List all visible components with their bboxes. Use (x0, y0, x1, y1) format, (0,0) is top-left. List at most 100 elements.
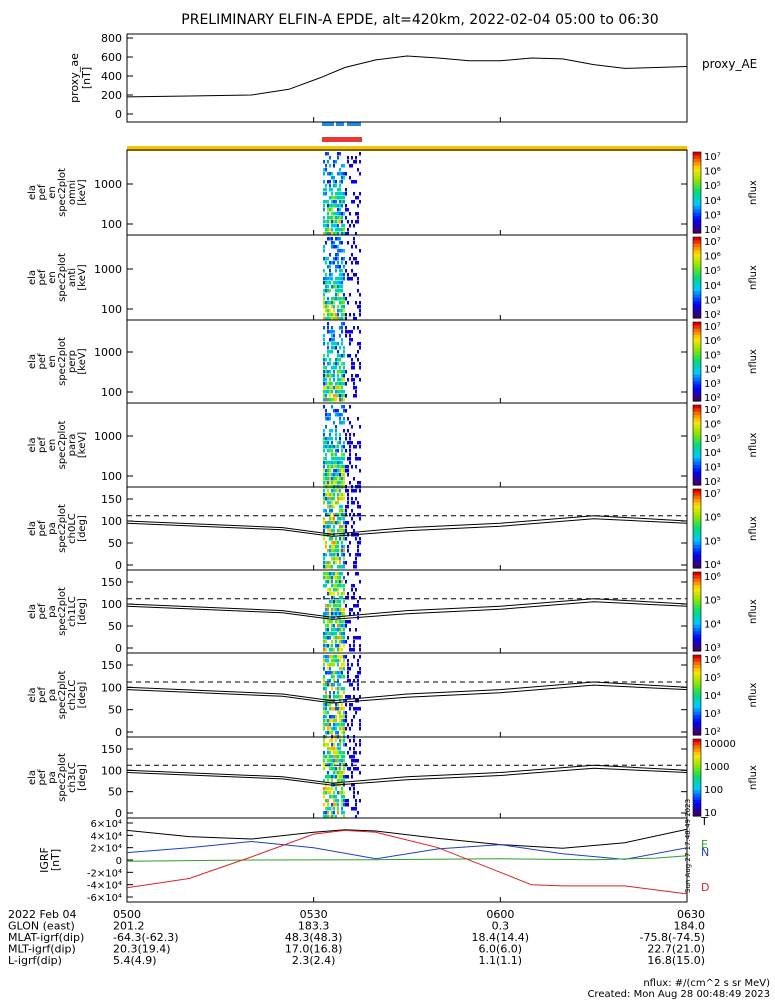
spectrogram-cell (337, 481, 339, 485)
spectrogram-cell (337, 477, 339, 481)
spectrogram-cell (327, 224, 329, 228)
spectrogram-cell (339, 289, 341, 293)
spectrogram-cell (327, 374, 329, 378)
spectrogram-cell (357, 342, 359, 346)
colorbar-swatch (693, 783, 701, 788)
colorbar-frame (692, 571, 702, 652)
spectrogram-cell (323, 277, 325, 281)
spectrogram-cell (333, 164, 335, 168)
colorbar-swatch (693, 598, 701, 603)
spectrogram-cell (333, 791, 335, 795)
spectrogram-cell (341, 695, 343, 699)
spectrogram-cell (323, 390, 325, 394)
spectrogram-cell (355, 751, 357, 755)
spectrogram-cell (325, 699, 327, 703)
spectrogram-cell (327, 815, 329, 819)
spectrogram-cell (329, 473, 331, 477)
spectrogram-cell (341, 180, 343, 184)
spectrogram-cell (323, 172, 325, 176)
spectrogram-cell (343, 545, 345, 549)
science-zone-bar (322, 122, 334, 126)
spectrogram-cell (327, 465, 329, 469)
spectrogram-cell (331, 655, 333, 659)
spectrogram-cell (341, 421, 343, 425)
spectrogram-cell (357, 707, 359, 711)
colorbar-swatch (693, 364, 701, 369)
spectrogram-cell (327, 723, 329, 727)
ylabel-line-ch1: ela (27, 604, 38, 619)
spectrogram-cell (327, 771, 329, 775)
spectrogram-cell (341, 608, 343, 612)
spectrogram-cell (343, 249, 345, 253)
spectrogram-cell (337, 799, 339, 803)
spectrogram-cell (329, 533, 331, 537)
colorbar-swatch (693, 661, 701, 666)
spectrogram-cell (331, 719, 333, 723)
line-series (126, 55, 688, 895)
colorbar-swatch (693, 701, 701, 706)
spectrogram-cell (343, 465, 345, 469)
bfield-series-d (126, 829, 688, 895)
panel-frame-anti (126, 234, 688, 321)
spectrogram-cell (333, 679, 335, 683)
spectrogram-cell (347, 378, 349, 382)
spectrogram-cell (335, 449, 337, 453)
colorbar-label: nflux (748, 349, 759, 374)
spectrogram-cell (329, 417, 331, 421)
colorbar-swatch (693, 554, 701, 559)
spectrogram-cell (337, 265, 339, 269)
spectrogram-cell (327, 703, 329, 707)
colorbar-label: nflux (748, 599, 759, 624)
spectrogram-cell (331, 596, 333, 600)
spectrogram-cell (327, 445, 329, 449)
spectrogram-cell (331, 200, 333, 204)
spectrogram-cell (353, 257, 355, 261)
spectrogram-cell (325, 417, 327, 421)
colorbar-swatch (693, 515, 701, 520)
spectrogram-cell (335, 192, 337, 196)
spectrogram-cell (351, 608, 353, 612)
spectrogram-cell (339, 628, 341, 632)
spectrogram-cell (331, 208, 333, 212)
spectrogram-cell (345, 313, 347, 317)
spectrogram-cell (327, 565, 329, 569)
spectrogram-cell (349, 755, 351, 759)
colorbar-swatch (693, 247, 701, 252)
spectrogram-cell (337, 261, 339, 265)
colorbar-swatch (693, 270, 701, 275)
spectrogram-cell (333, 346, 335, 350)
spectrogram-cell (349, 330, 351, 334)
spectrogram-cell (335, 671, 337, 675)
spectrogram-cell (341, 707, 343, 711)
spectrogram-cell (339, 533, 341, 537)
spectrogram-cell (327, 683, 329, 687)
spectrogram-cell (345, 561, 347, 565)
spectrogram-cell (349, 277, 351, 281)
spectrogram-cell (337, 541, 339, 545)
spectrogram-cell (337, 803, 339, 807)
spectrogram-cell (357, 505, 359, 509)
ylabel-line-ch2: ch2LC (67, 680, 78, 711)
spectrogram-cell (357, 281, 359, 285)
spectrogram-cell (335, 481, 337, 485)
colorbar-swatch (693, 551, 701, 556)
colorbar-tick-label: 10⁴ (704, 560, 721, 571)
spectrogram-cell (329, 747, 331, 751)
spectrogram-cell (357, 481, 359, 485)
spectrogram-cell (329, 521, 331, 525)
spectrogram-cell (335, 557, 337, 561)
loss-cone-line (126, 598, 688, 618)
spectrogram-cell (359, 481, 361, 485)
spectrogram-cell (335, 413, 337, 417)
spectrogram-cell (341, 759, 343, 763)
spectrogram-cell (333, 561, 335, 565)
footer-row-value: 6.0(6.0) (479, 943, 523, 956)
spectrogram-cell (327, 747, 329, 751)
spectrogram-cell (339, 394, 341, 398)
ylabel-line-ch0: [deg] (77, 515, 88, 542)
spectrogram-cell (323, 683, 325, 687)
spectrogram-cell (333, 767, 335, 771)
spectrogram-cell (349, 433, 351, 437)
spectrogram-cell (337, 659, 339, 663)
